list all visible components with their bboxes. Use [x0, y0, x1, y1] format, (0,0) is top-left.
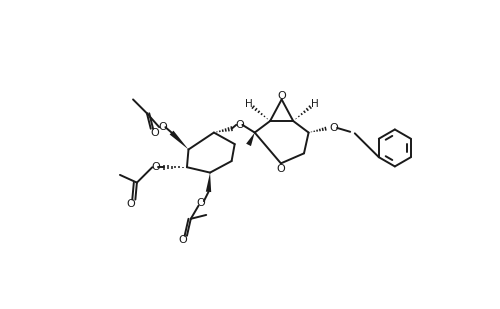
Text: O: O [278, 91, 286, 101]
Text: O: O [150, 128, 159, 138]
Text: H: H [244, 99, 252, 109]
Polygon shape [246, 133, 254, 146]
Text: O: O [196, 198, 205, 208]
Text: O: O [151, 162, 160, 172]
Text: O: O [178, 235, 188, 245]
Text: O: O [329, 123, 338, 133]
Polygon shape [206, 173, 211, 192]
Text: O: O [158, 122, 166, 132]
Text: O: O [276, 164, 285, 174]
Text: O: O [235, 120, 244, 130]
Text: O: O [126, 199, 135, 209]
Text: H: H [311, 99, 318, 109]
Polygon shape [170, 131, 188, 150]
